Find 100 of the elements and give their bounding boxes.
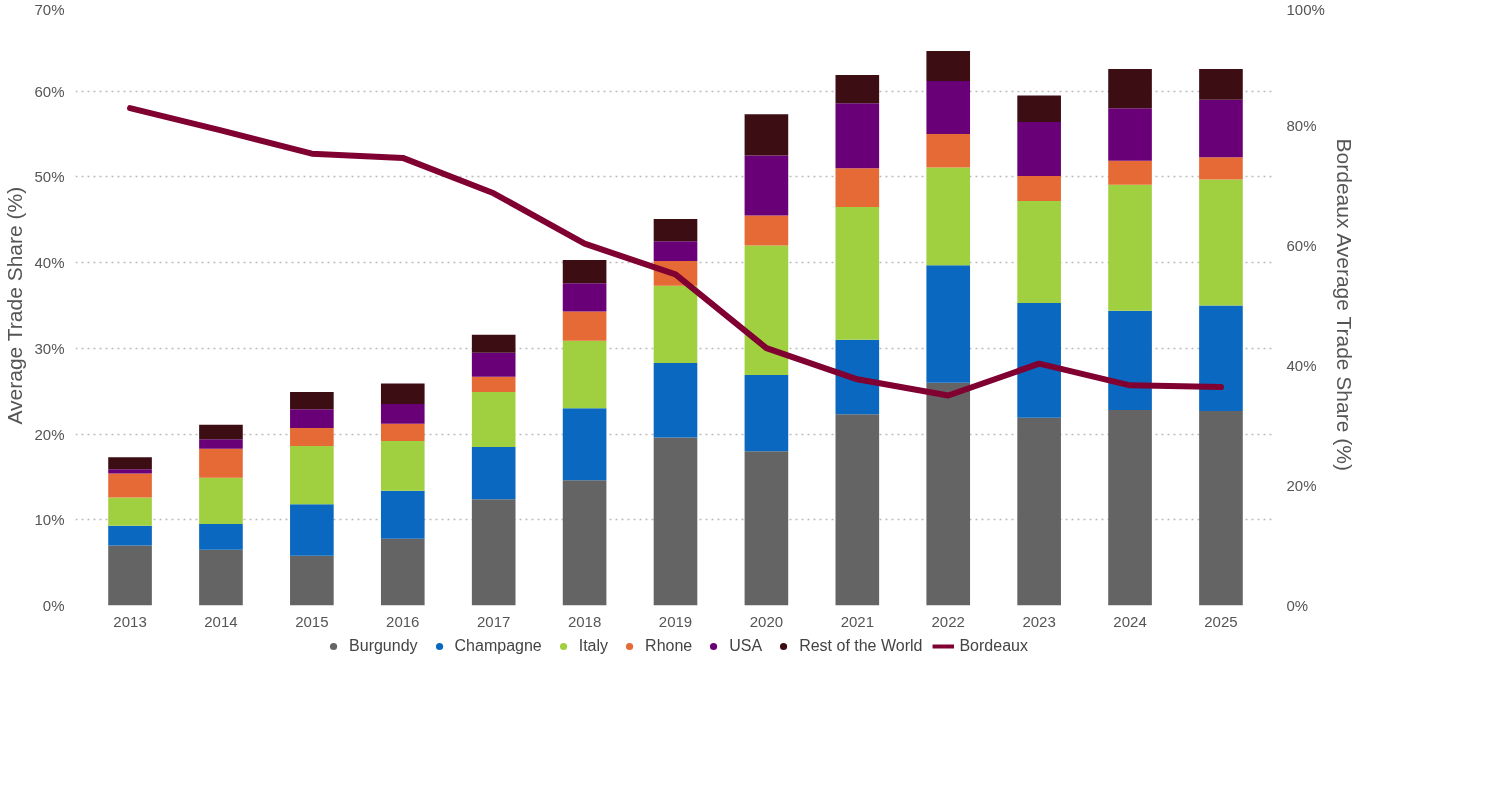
bar — [471, 376, 516, 393]
bar — [562, 408, 607, 481]
bar — [562, 260, 607, 284]
x-tick-label: 2022 — [931, 612, 965, 630]
bar — [744, 451, 789, 606]
y-tick-label: 30% — [34, 339, 65, 357]
bar — [471, 334, 516, 353]
bar — [290, 409, 334, 429]
bar — [653, 285, 698, 363]
bar — [562, 480, 607, 606]
bar — [199, 439, 243, 449]
x-tick-label: 2013 — [113, 612, 147, 630]
bar — [471, 499, 516, 606]
legend-label: USA — [729, 637, 763, 655]
y2-tick-label: 0% — [1286, 597, 1309, 614]
y2-tick-label: 100% — [1286, 0, 1325, 18]
bar — [1108, 410, 1152, 606]
bar — [1199, 305, 1243, 411]
bar — [108, 457, 152, 470]
y-tick-label: 10% — [34, 511, 65, 529]
bar — [835, 414, 880, 606]
x-tick-label: 2015 — [295, 612, 329, 630]
y-tick-label: 20% — [34, 425, 65, 443]
bar — [290, 428, 334, 447]
bar — [744, 215, 789, 246]
bar — [926, 382, 971, 606]
bar — [380, 423, 425, 441]
bar — [199, 448, 243, 478]
bar — [562, 340, 607, 409]
x-tick-label: 2017 — [477, 612, 511, 630]
bar — [471, 392, 516, 447]
y-tick-label: 60% — [34, 82, 65, 100]
bar — [926, 50, 971, 81]
y-tick-label: 70% — [34, 0, 65, 18]
bar — [108, 545, 152, 606]
x-tick-label: 2014 — [204, 612, 238, 630]
bar — [380, 404, 425, 424]
bar — [199, 424, 243, 440]
legend-label: Italy — [578, 637, 609, 655]
bar — [290, 555, 334, 606]
bar — [471, 446, 516, 500]
x-tick-label: 2023 — [1022, 612, 1056, 630]
bar — [744, 245, 789, 375]
x-tick-label: 2021 — [840, 612, 875, 630]
legend-label: Champagne — [454, 637, 542, 655]
legend-label: Burgundy — [349, 637, 418, 655]
bar — [1108, 310, 1152, 411]
x-tick-label: 2020 — [749, 612, 784, 630]
x-tick-label: 2024 — [1113, 612, 1147, 630]
bar — [108, 473, 152, 498]
bar — [380, 440, 425, 491]
legend-label: Rhone — [645, 637, 693, 655]
bar — [926, 167, 971, 266]
y2-tick-label: 20% — [1286, 477, 1317, 494]
bar — [380, 490, 425, 539]
bar — [1017, 176, 1061, 201]
bar — [562, 311, 607, 341]
x-tick-label: 2025 — [1204, 612, 1238, 630]
bar — [199, 524, 243, 550]
y2-axis-title: Bordeaux Average Trade Share (%) — [1332, 138, 1356, 471]
bar — [108, 497, 152, 526]
bar — [1017, 95, 1061, 123]
legend-label: Bordeaux — [959, 637, 1028, 655]
y-axis-title: Average Trade Share (%) — [3, 186, 27, 425]
bar — [1108, 160, 1152, 185]
bar — [1108, 68, 1152, 109]
bar — [926, 80, 971, 135]
bar — [835, 339, 880, 415]
bar — [290, 392, 334, 410]
bar — [835, 168, 880, 207]
legend-label: Rest of the World — [799, 637, 923, 655]
x-tick-label: 2016 — [386, 612, 420, 630]
bar — [380, 383, 425, 405]
y-tick-label: 50% — [34, 168, 65, 186]
bar — [653, 241, 698, 261]
bar — [1199, 68, 1243, 100]
bar — [835, 103, 880, 169]
x-tick-label: 2018 — [567, 612, 602, 630]
bar — [108, 469, 152, 474]
bar — [1017, 200, 1061, 303]
bar — [744, 155, 789, 216]
bar — [926, 134, 971, 168]
bar — [562, 283, 607, 312]
y2-tick-label: 40% — [1286, 357, 1317, 374]
bar — [199, 477, 243, 525]
bar — [744, 374, 789, 452]
bar — [1199, 99, 1243, 158]
bar — [1017, 417, 1061, 606]
bar — [1108, 108, 1152, 161]
bar — [1199, 179, 1243, 306]
bar — [653, 362, 698, 438]
y2-tick-label: 60% — [1286, 237, 1317, 254]
bar — [835, 206, 880, 340]
bar — [290, 446, 334, 505]
bar — [380, 538, 425, 606]
bar — [1199, 157, 1243, 180]
bar — [1199, 410, 1243, 606]
bar — [653, 218, 698, 242]
bar — [199, 549, 243, 606]
bar — [290, 504, 334, 556]
